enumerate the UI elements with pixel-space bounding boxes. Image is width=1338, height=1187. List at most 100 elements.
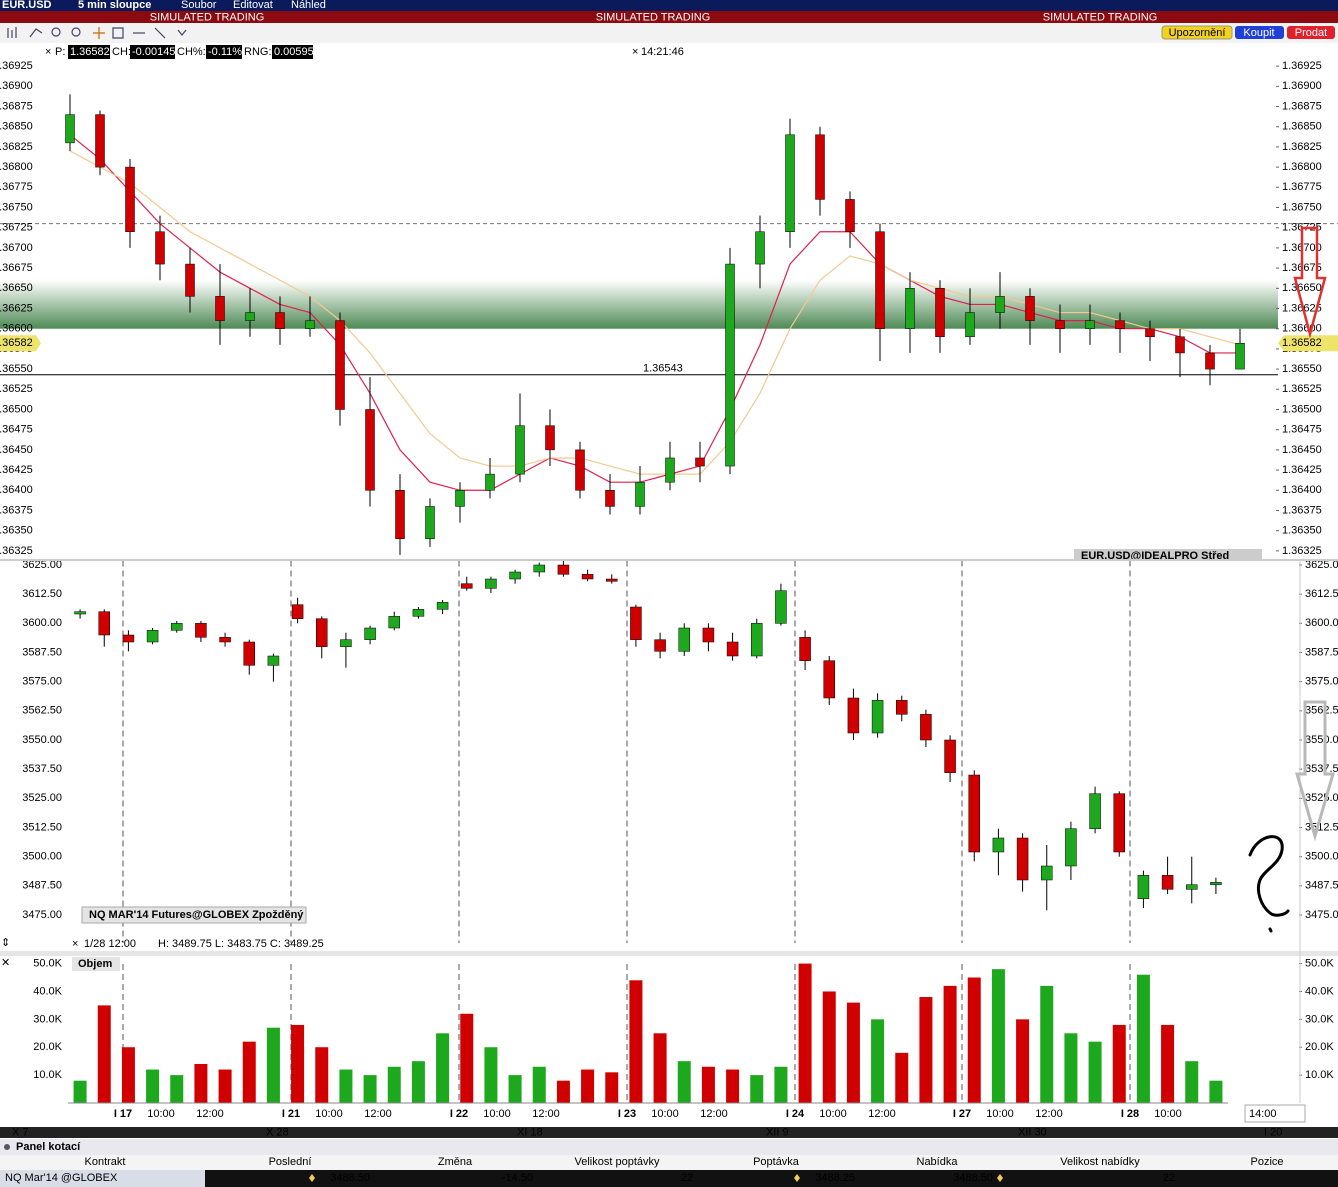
y-tick-label: 1.36775 bbox=[0, 181, 33, 193]
overview-label: X 7 bbox=[12, 1126, 29, 1138]
column-header: Kontrakt bbox=[85, 1156, 126, 1168]
panel-row[interactable] bbox=[205, 1170, 1338, 1187]
volume-bar bbox=[822, 991, 836, 1103]
alert-button[interactable] bbox=[1161, 25, 1233, 40]
volume-bar bbox=[484, 1047, 498, 1103]
stat-value: -0.00145 bbox=[132, 46, 175, 58]
clock: 14:21:46 bbox=[641, 46, 684, 58]
menu-item[interactable]: Náhled bbox=[291, 0, 326, 11]
buy-label[interactable]: Koupit bbox=[1243, 27, 1274, 39]
volume-bar bbox=[1112, 1024, 1126, 1103]
candle-body bbox=[702, 627, 715, 643]
column-header: Nabídka bbox=[917, 1156, 959, 1168]
volume-bar bbox=[895, 1052, 909, 1103]
candle-body bbox=[219, 637, 231, 643]
volume-bar bbox=[146, 1069, 160, 1103]
y-tick-label: 1.36350 bbox=[0, 525, 33, 537]
column-header: Změna bbox=[438, 1156, 473, 1168]
candle-body bbox=[245, 312, 255, 321]
candle-body bbox=[726, 641, 739, 657]
candle-body bbox=[1161, 875, 1174, 890]
tool-icons[interactable] bbox=[7, 27, 187, 39]
volume-bar bbox=[653, 1033, 667, 1103]
volume-bar bbox=[1016, 1019, 1030, 1103]
candle-body bbox=[1175, 336, 1185, 354]
x-tick-label: 10:00 bbox=[819, 1108, 847, 1120]
y-tick-label: 1.36800 bbox=[1282, 161, 1322, 173]
volume-bar bbox=[242, 1041, 256, 1103]
overview-label: XII 30 bbox=[1018, 1126, 1047, 1138]
cell: 3488.25 bbox=[815, 1172, 855, 1184]
y-tick-label: 1.36625 bbox=[0, 302, 33, 314]
candle-body bbox=[995, 296, 1005, 313]
cell: 22 bbox=[681, 1172, 693, 1184]
candle-body bbox=[185, 263, 195, 297]
candle-body bbox=[243, 641, 255, 666]
candle-body bbox=[365, 409, 375, 491]
candle-body bbox=[485, 578, 497, 589]
stat-label: P: bbox=[55, 46, 65, 58]
y-tick-label: 3487.50 bbox=[22, 880, 62, 892]
x-tick-label: I 27 bbox=[953, 1108, 971, 1120]
pane-icon[interactable]: ⇕ bbox=[1, 937, 10, 949]
tick-diamond bbox=[997, 1174, 1003, 1182]
y-tick-label: 1.36450 bbox=[0, 444, 33, 456]
sell-label[interactable]: Prodat bbox=[1295, 27, 1327, 39]
panel-icon[interactable] bbox=[4, 1144, 10, 1150]
sell-button[interactable] bbox=[1287, 26, 1335, 39]
panel-columns bbox=[0, 1155, 1338, 1170]
alert-label[interactable]: Upozornění bbox=[1169, 27, 1226, 39]
pane-icon[interactable]: ✕ bbox=[1, 957, 10, 969]
banner-text: SIMULATED TRADING bbox=[596, 11, 711, 23]
x-tick-label: I 22 bbox=[450, 1108, 468, 1120]
candle-body bbox=[665, 457, 675, 483]
symbol[interactable]: EUR.USD bbox=[2, 0, 52, 11]
candle-body bbox=[1205, 352, 1215, 370]
y-tick-label: 1.36550 bbox=[0, 363, 33, 375]
y-tick-label: 1.36800 bbox=[0, 161, 33, 173]
menu-item[interactable]: Editovat bbox=[233, 0, 273, 11]
stat-box bbox=[68, 45, 110, 59]
y-tick-label: 3600.00 bbox=[1305, 617, 1338, 629]
y-tick-label: 3525.00 bbox=[1305, 792, 1338, 804]
candle-body bbox=[799, 637, 811, 661]
info-time: 1/28 12:00 bbox=[84, 938, 136, 950]
y-tick-label: 3475.00 bbox=[1305, 909, 1338, 921]
column-header: Velikost nabídky bbox=[1060, 1156, 1140, 1168]
y-tick-label: 1.36550 bbox=[1282, 363, 1322, 375]
candle-body bbox=[485, 473, 495, 491]
volume-bar bbox=[315, 1047, 329, 1103]
last-price: 1.36582 bbox=[1282, 337, 1322, 349]
candle-body bbox=[215, 296, 225, 321]
volume-bar bbox=[1185, 1061, 1199, 1103]
y-tick-label: 1.36650 bbox=[1282, 282, 1322, 294]
candle-body bbox=[905, 288, 915, 329]
volume-bar bbox=[194, 1063, 208, 1103]
y-tick-label: 3537.50 bbox=[22, 763, 62, 775]
candle-body bbox=[74, 611, 86, 615]
candle-body bbox=[678, 627, 690, 652]
y-tick-label: 1.36600 bbox=[0, 323, 33, 335]
buy-button[interactable] bbox=[1235, 26, 1284, 39]
volume-bar bbox=[436, 1033, 450, 1103]
y-tick-label: 20.0K bbox=[33, 1041, 62, 1053]
candle-body bbox=[1145, 328, 1155, 338]
candle-body bbox=[992, 837, 1005, 853]
x-tick-label: 10:00 bbox=[483, 1108, 511, 1120]
y-tick-label: 10.0K bbox=[1305, 1069, 1334, 1081]
y-tick-label: 1.36725 bbox=[0, 222, 33, 234]
close-icon[interactable]: × bbox=[45, 46, 51, 58]
volume-bar bbox=[798, 963, 812, 1103]
volume-bar bbox=[919, 997, 933, 1103]
candle-body bbox=[1041, 865, 1053, 881]
info-values: H: 3489.75 L: 3483.75 C: 3489.25 bbox=[158, 938, 324, 950]
candle-body bbox=[1016, 837, 1029, 881]
interval[interactable]: 5 min sloupce bbox=[78, 0, 151, 11]
candle-body bbox=[1089, 793, 1101, 829]
chart-title-box bbox=[81, 906, 307, 924]
candle-body bbox=[725, 263, 735, 467]
panel-row-head[interactable] bbox=[0, 1170, 205, 1187]
close-icon[interactable]: × bbox=[632, 46, 638, 58]
candle-body bbox=[335, 320, 345, 410]
menu-item[interactable]: Soubor bbox=[181, 0, 217, 11]
